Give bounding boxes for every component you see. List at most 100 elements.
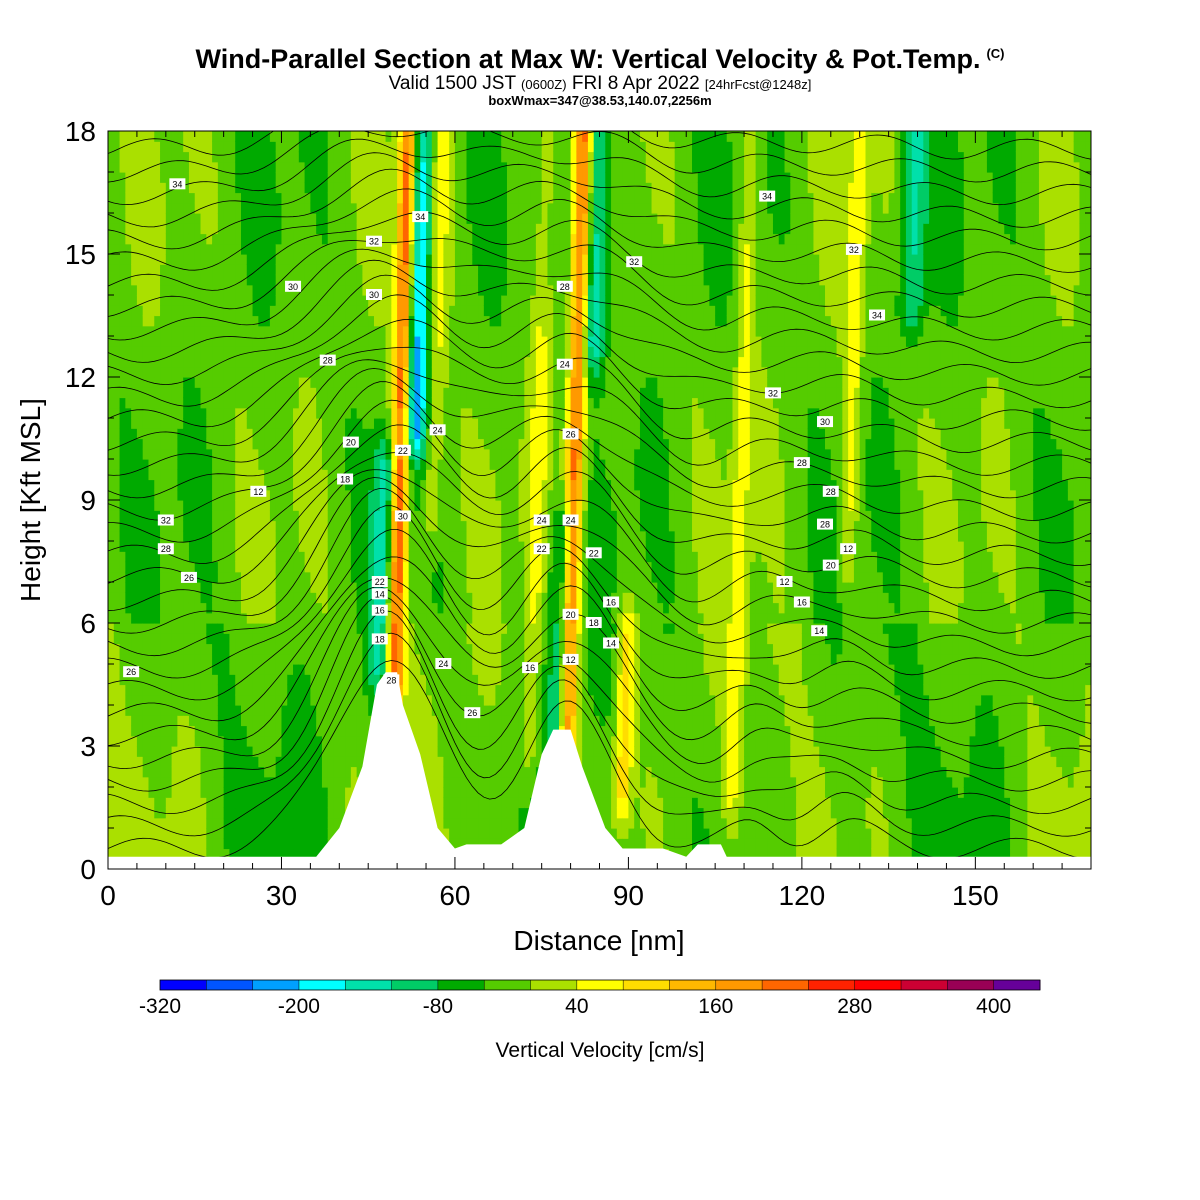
velocity-cell	[258, 664, 265, 675]
velocity-cell	[350, 151, 358, 163]
velocity-cell	[165, 571, 173, 583]
velocity-cell	[165, 141, 173, 153]
velocity-cell	[321, 766, 329, 778]
velocity-cell	[397, 520, 404, 532]
velocity-cell	[206, 500, 213, 511]
velocity-cell	[136, 848, 144, 860]
velocity-cell	[240, 623, 248, 634]
velocity-cell	[136, 295, 144, 306]
velocity-cell	[258, 346, 265, 358]
velocity-cell	[356, 551, 364, 563]
velocity-cell	[246, 602, 254, 614]
velocity-cell	[472, 602, 479, 614]
velocity-cell	[304, 787, 311, 798]
velocity-cell	[391, 530, 398, 542]
velocity-cell	[362, 407, 369, 419]
velocity-cell	[281, 182, 288, 194]
velocity-cell	[454, 377, 462, 388]
velocity-cell	[472, 438, 479, 450]
velocity-cell	[287, 520, 294, 532]
velocity-cell	[136, 510, 144, 522]
velocity-cell	[501, 510, 508, 522]
velocity-cell	[206, 479, 213, 491]
velocity-cell	[229, 664, 236, 675]
velocity-cell	[136, 541, 144, 552]
velocity-cell	[501, 438, 508, 450]
velocity-cell	[321, 838, 329, 850]
velocity-cell	[275, 366, 283, 378]
velocity-cell	[362, 705, 369, 716]
velocity-cell	[108, 735, 115, 747]
velocity-cell	[113, 418, 121, 429]
velocity-cell	[229, 561, 236, 573]
velocity-cell	[287, 489, 294, 501]
velocity-cell	[368, 407, 375, 419]
velocity-cell	[148, 797, 155, 809]
velocity-cell	[229, 807, 236, 819]
velocity-cell	[327, 151, 335, 163]
velocity-cell	[333, 602, 340, 614]
velocity-cell	[298, 356, 306, 368]
velocity-cell	[171, 346, 178, 358]
velocity-cell	[379, 284, 387, 296]
velocity-cell	[443, 817, 450, 829]
velocity-cell	[275, 243, 283, 255]
velocity-cell	[339, 172, 346, 183]
velocity-cell	[188, 295, 196, 306]
velocity-cell	[264, 131, 271, 142]
velocity-cell	[454, 582, 462, 593]
velocity-cell	[136, 612, 144, 624]
velocity-cell	[327, 766, 335, 778]
velocity-cell	[154, 674, 161, 686]
velocity-cell	[495, 407, 502, 419]
velocity-cell	[200, 131, 207, 142]
velocity-cell	[142, 489, 150, 501]
velocity-cell	[125, 223, 132, 235]
velocity-cell	[258, 305, 265, 317]
velocity-cell	[356, 295, 364, 306]
velocity-cell	[420, 469, 427, 481]
velocity-cell	[194, 182, 202, 194]
velocity-cell	[298, 571, 306, 583]
velocity-cell	[113, 305, 121, 317]
velocity-cell	[108, 520, 115, 532]
velocity-cell	[316, 346, 323, 358]
velocity-cell	[206, 377, 213, 388]
velocity-cell	[368, 172, 375, 183]
velocity-cell	[350, 377, 358, 388]
velocity-cell	[454, 141, 462, 153]
velocity-cell	[449, 838, 456, 850]
velocity-cell	[420, 459, 427, 470]
velocity-cell	[119, 694, 126, 706]
velocity-cell	[113, 243, 121, 255]
velocity-cell	[385, 653, 392, 665]
velocity-cell	[154, 182, 161, 194]
velocity-cell	[142, 182, 150, 194]
velocity-cell	[368, 489, 375, 501]
velocity-cell	[489, 161, 497, 173]
velocity-cell	[298, 223, 306, 235]
velocity-cell	[304, 151, 311, 163]
velocity-cell	[217, 284, 225, 296]
velocity-cell	[356, 377, 364, 388]
velocity-cell	[362, 254, 369, 265]
velocity-cell	[264, 551, 271, 563]
velocity-cell	[235, 418, 242, 429]
velocity-cell	[368, 213, 375, 224]
velocity-cell	[362, 387, 369, 399]
velocity-cell	[379, 264, 387, 276]
velocity-cell	[478, 510, 485, 522]
velocity-cell	[171, 141, 178, 153]
velocity-cell	[339, 797, 346, 809]
velocity-cell	[420, 397, 427, 409]
velocity-cell	[183, 797, 190, 809]
velocity-cell	[345, 325, 352, 337]
velocity-cell	[160, 346, 167, 358]
velocity-cell	[333, 664, 340, 675]
velocity-cell	[287, 254, 294, 265]
velocity-cell	[379, 325, 387, 337]
velocity-cell	[293, 848, 300, 860]
velocity-cell	[275, 735, 283, 747]
velocity-cell	[148, 582, 155, 593]
velocity-cell	[212, 756, 219, 768]
